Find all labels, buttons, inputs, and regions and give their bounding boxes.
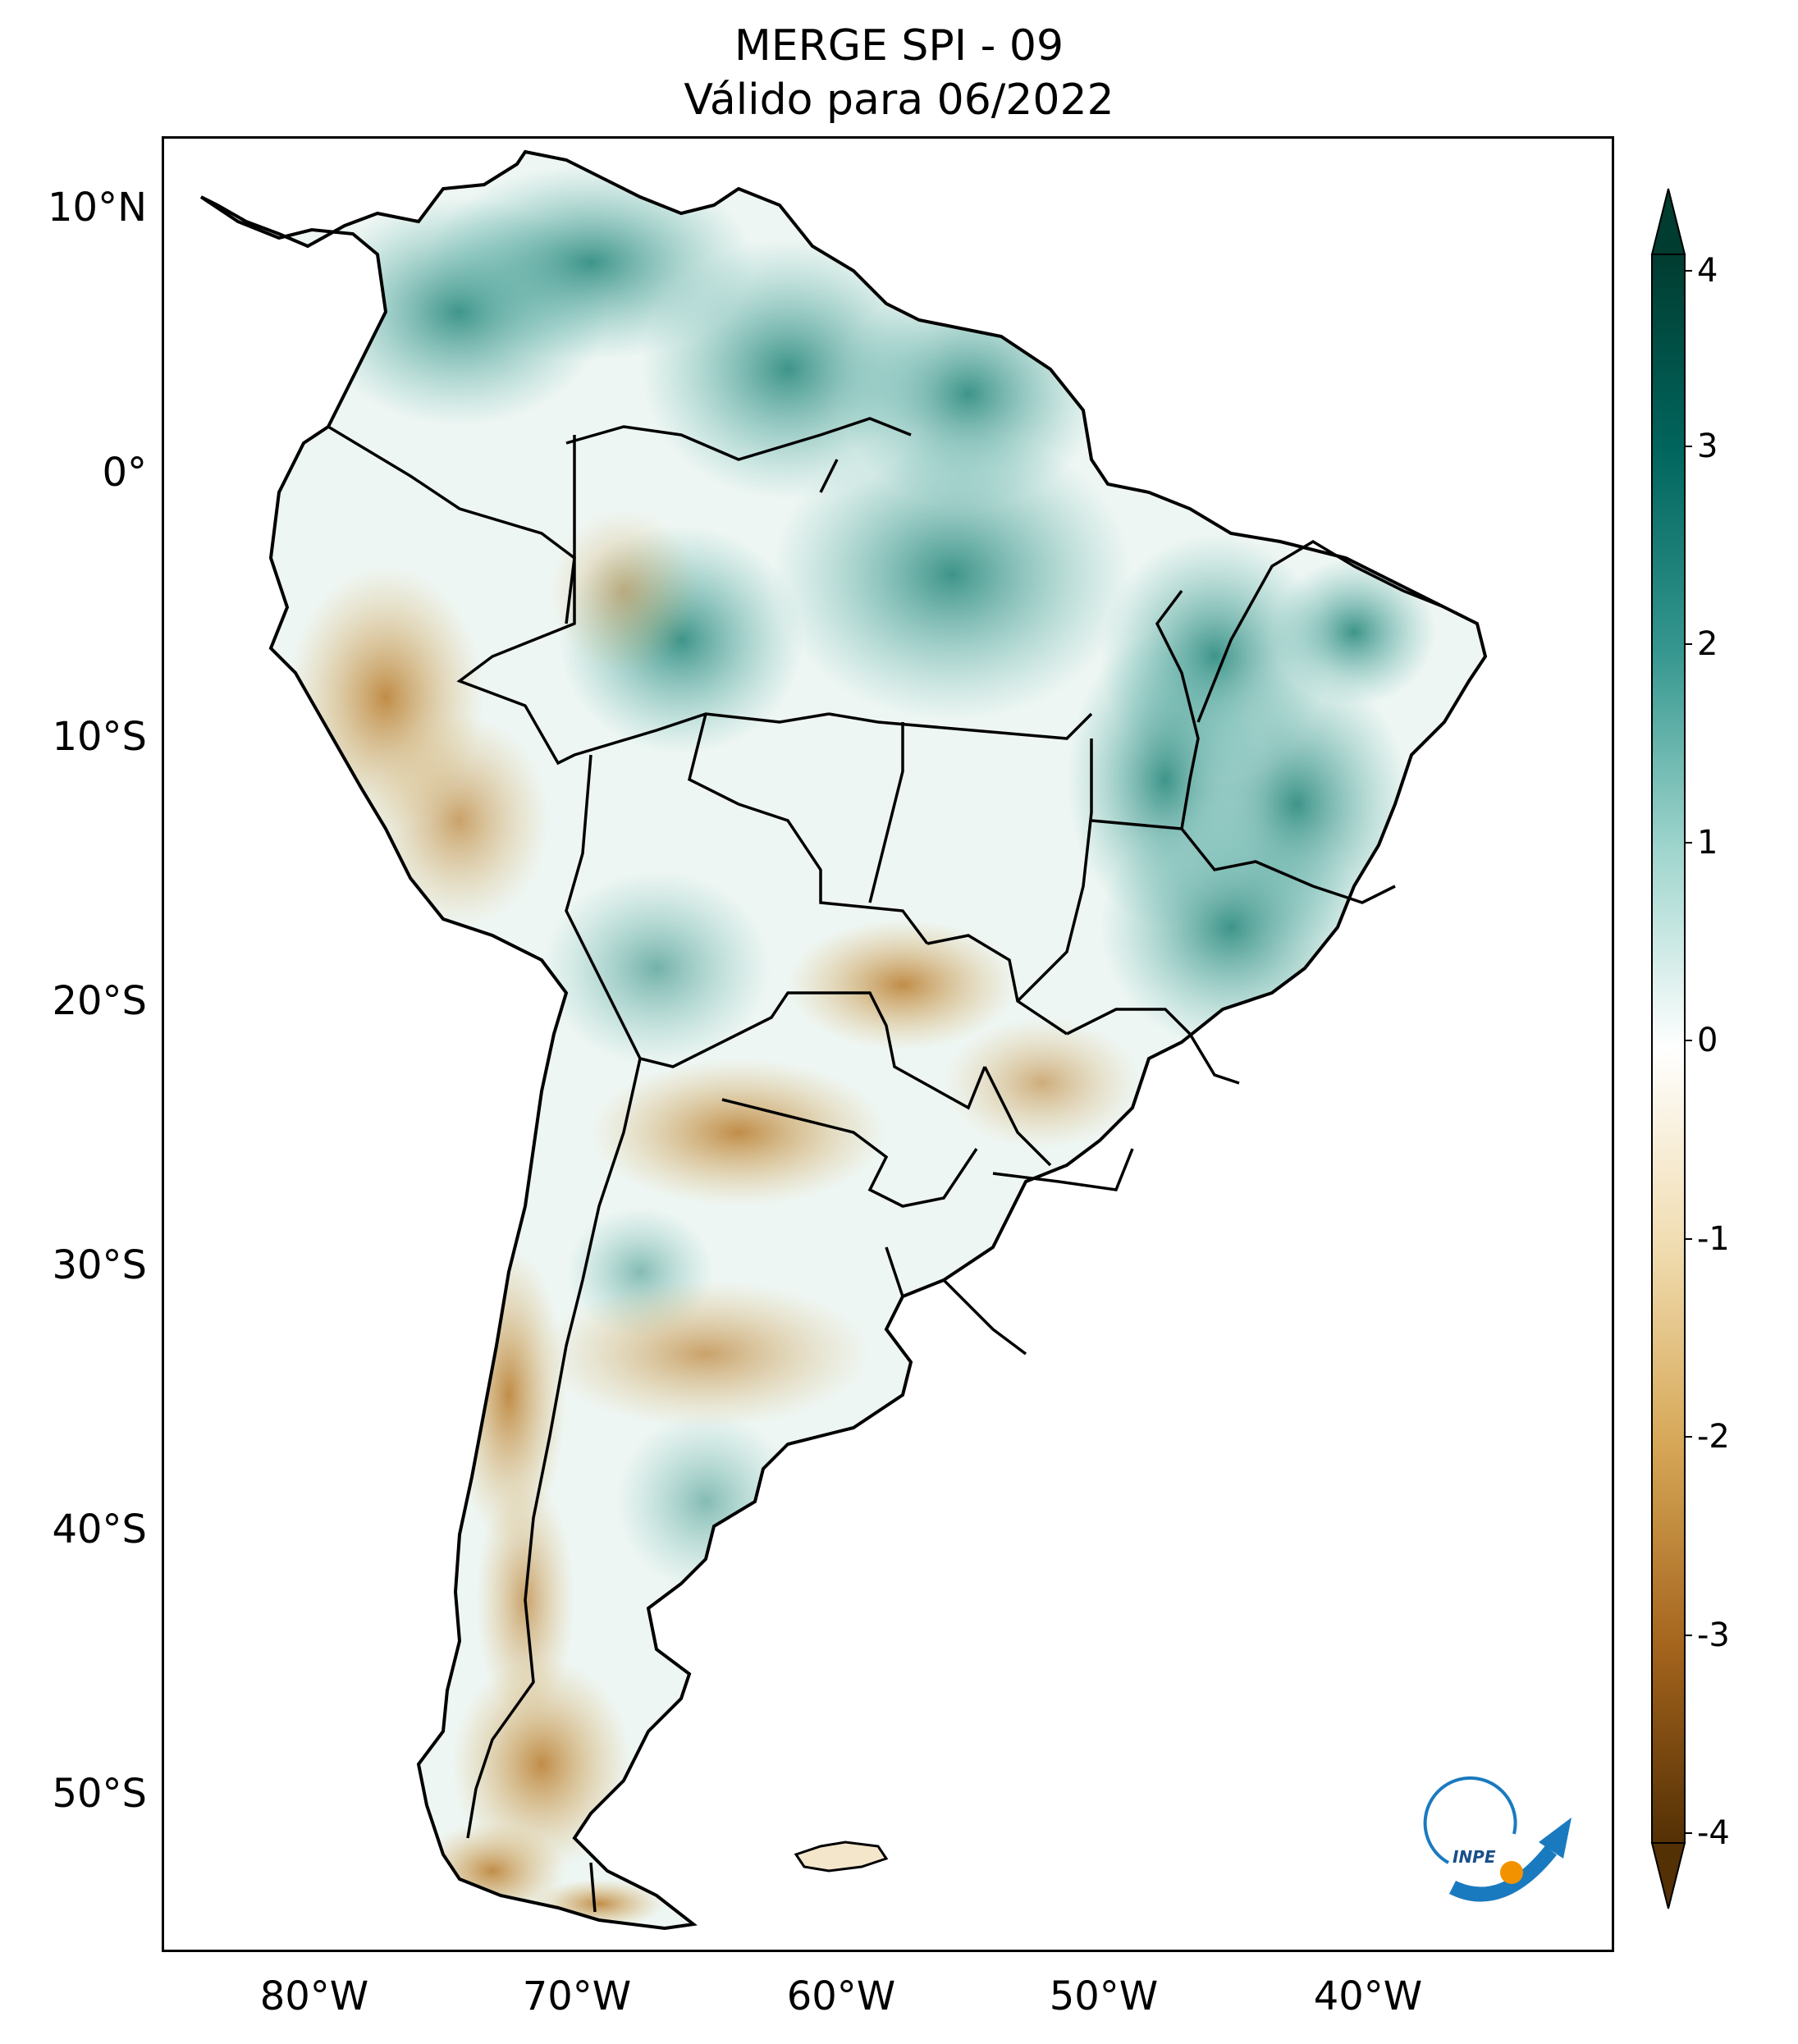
colorbar-gradient — [1651, 254, 1686, 1844]
lat-label-20s: 20°S — [52, 978, 147, 1024]
colorbar-tick-0: 0 — [1697, 1022, 1718, 1059]
inpe-logo-text: INPE — [1453, 1847, 1496, 1867]
colorbar-tick-3: 3 — [1697, 428, 1718, 465]
lat-label-30s: 30°S — [52, 1242, 147, 1288]
map-title: MERGE SPI - 09 — [734, 21, 1064, 71]
colorbar-min-arrow — [1650, 1842, 1686, 1909]
colorbar-max-arrow — [1650, 188, 1686, 255]
colorbar-tick-2: 2 — [1697, 625, 1718, 663]
lon-label-70w: 70°W — [522, 1973, 632, 2019]
lon-label-40w: 40°W — [1313, 1973, 1423, 2019]
colorbar-tick-m3: -3 — [1697, 1616, 1730, 1654]
colorbar-tick-m1: -1 — [1697, 1220, 1730, 1258]
map-subtitle: Válido para 06/2022 — [684, 75, 1114, 125]
colorbar-tick-1: 1 — [1697, 824, 1718, 862]
lat-label-50s: 50°S — [52, 1771, 147, 1817]
colorbar — [1650, 188, 1692, 1909]
spi-field — [201, 152, 1485, 1928]
colorbar-tick-4: 4 — [1697, 252, 1718, 290]
lat-label-40s: 40°S — [52, 1507, 147, 1552]
lat-label-10n: 10°N — [48, 185, 147, 231]
colorbar-tick-m4: -4 — [1697, 1814, 1730, 1852]
lon-label-60w: 60°W — [786, 1973, 896, 2019]
falklands-islands — [794, 1841, 889, 1873]
lat-label-0: 0° — [102, 450, 147, 496]
lon-label-50w: 50°W — [1049, 1973, 1159, 2019]
lat-label-10s: 10°S — [52, 714, 147, 760]
lon-label-80w: 80°W — [259, 1973, 369, 2019]
inpe-logo-icon: INPE — [1423, 1776, 1572, 1902]
colorbar-tick-m2: -2 — [1697, 1418, 1730, 1456]
borders — [327, 417, 1445, 1913]
